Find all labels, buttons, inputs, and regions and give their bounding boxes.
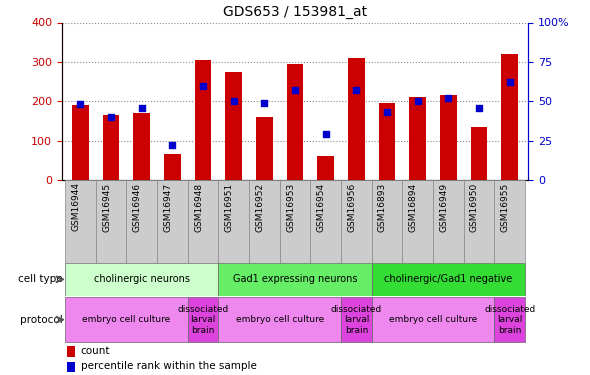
Text: GSM16955: GSM16955: [501, 183, 510, 232]
Point: [106, 114, 116, 120]
Point: [198, 82, 208, 88]
Bar: [126, 180, 157, 262]
Text: embryo cell culture: embryo cell culture: [82, 315, 171, 324]
Bar: [348, 58, 365, 180]
Point: [76, 101, 85, 107]
Bar: [65, 297, 188, 342]
Point: [352, 87, 361, 93]
Bar: [440, 95, 457, 180]
Text: GSM16945: GSM16945: [102, 183, 111, 232]
Point: [229, 98, 238, 104]
Bar: [218, 263, 372, 296]
Bar: [341, 180, 372, 262]
Text: GSM16956: GSM16956: [348, 183, 356, 232]
Bar: [317, 156, 334, 180]
Text: GSM16946: GSM16946: [133, 183, 142, 232]
Bar: [249, 180, 280, 262]
Text: GSM16950: GSM16950: [470, 183, 479, 232]
Point: [321, 131, 330, 137]
Text: count: count: [81, 346, 110, 356]
Text: embryo cell culture: embryo cell culture: [235, 315, 324, 324]
Bar: [96, 180, 126, 262]
Bar: [188, 297, 218, 342]
Text: embryo cell culture: embryo cell culture: [389, 315, 477, 324]
Text: cholinergic neurons: cholinergic neurons: [94, 274, 189, 284]
Bar: [409, 98, 426, 180]
Bar: [67, 346, 75, 357]
Title: GDS653 / 153981_at: GDS653 / 153981_at: [223, 5, 367, 19]
Bar: [218, 297, 341, 342]
Point: [444, 95, 453, 101]
Text: percentile rank within the sample: percentile rank within the sample: [81, 362, 257, 371]
Bar: [310, 180, 341, 262]
Text: GSM16954: GSM16954: [317, 183, 326, 232]
Text: dissociated
larval
brain: dissociated larval brain: [178, 305, 229, 334]
Bar: [372, 263, 525, 296]
Bar: [67, 362, 75, 372]
Bar: [103, 115, 119, 180]
Text: dissociated
larval
brain: dissociated larval brain: [484, 305, 535, 334]
Bar: [471, 127, 487, 180]
Text: GSM16893: GSM16893: [378, 183, 387, 232]
Text: GSM16944: GSM16944: [71, 183, 80, 231]
Bar: [188, 180, 218, 262]
Point: [168, 142, 177, 148]
Text: GSM16947: GSM16947: [163, 183, 172, 232]
Bar: [433, 180, 464, 262]
Bar: [287, 64, 303, 180]
Point: [382, 109, 392, 115]
Bar: [72, 105, 88, 180]
Point: [413, 98, 422, 104]
Bar: [502, 54, 518, 180]
Bar: [65, 263, 218, 296]
Text: cell type: cell type: [18, 274, 63, 284]
Bar: [372, 297, 494, 342]
Bar: [195, 60, 211, 180]
Point: [260, 100, 269, 106]
Bar: [164, 154, 181, 180]
Point: [137, 105, 146, 111]
Text: GSM16948: GSM16948: [194, 183, 203, 232]
Bar: [379, 103, 395, 180]
Text: GSM16951: GSM16951: [225, 183, 234, 232]
Point: [474, 105, 484, 111]
Text: GSM16953: GSM16953: [286, 183, 295, 232]
Text: GSM16949: GSM16949: [440, 183, 448, 232]
Bar: [225, 72, 242, 180]
Text: protocol: protocol: [19, 315, 63, 325]
Bar: [494, 297, 525, 342]
Text: dissociated
larval
brain: dissociated larval brain: [331, 305, 382, 334]
Bar: [157, 180, 188, 262]
Bar: [402, 180, 433, 262]
Bar: [341, 297, 372, 342]
Bar: [494, 180, 525, 262]
Text: GSM16952: GSM16952: [255, 183, 264, 232]
Bar: [65, 180, 96, 262]
Text: cholinergic/Gad1 negative: cholinergic/Gad1 negative: [384, 274, 513, 284]
Bar: [280, 180, 310, 262]
Bar: [218, 180, 249, 262]
Text: Gad1 expressing neurons: Gad1 expressing neurons: [232, 274, 358, 284]
Bar: [256, 117, 273, 180]
Point: [290, 87, 300, 93]
Point: [505, 80, 514, 86]
Bar: [464, 180, 494, 262]
Bar: [372, 180, 402, 262]
Text: GSM16894: GSM16894: [409, 183, 418, 232]
Bar: [133, 113, 150, 180]
